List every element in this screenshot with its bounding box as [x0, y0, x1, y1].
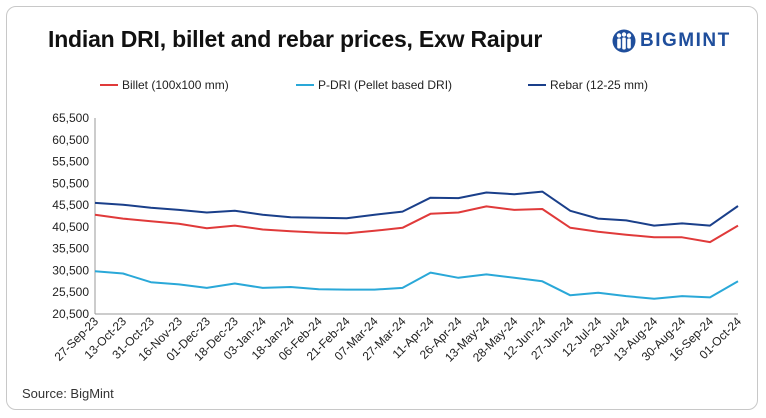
y-tick-label: 25,500 — [52, 285, 89, 299]
legend-label-pdri: P-DRI (Pellet based DRI) — [318, 78, 453, 92]
legend-item-pdri: P-DRI (Pellet based DRI) — [296, 78, 528, 92]
y-tick-label: 60,500 — [52, 133, 89, 147]
series-lines — [94, 190, 739, 300]
source-note: Source: BigMint — [22, 386, 114, 401]
logo-people-icon — [612, 29, 636, 53]
y-tick-label: 35,500 — [52, 242, 89, 256]
y-tick-label: 55,500 — [52, 155, 89, 169]
chart-frame — [6, 6, 758, 410]
y-tick-label: 40,500 — [52, 220, 89, 234]
y-tick-label: 65,500 — [52, 111, 89, 125]
legend-swatch-rebar — [528, 84, 546, 86]
y-tick-label: 20,500 — [52, 307, 89, 321]
x-axis: 27-Sep-2313-Oct-2331-Oct-2316-Nov-2301-D… — [52, 313, 744, 365]
pdri-line — [94, 270, 739, 300]
y-axis: 65,500 60,500 55,500 50,500 45,500 40,500 35,5… — [52, 111, 96, 321]
y-tick-label: 50,500 — [52, 176, 89, 190]
legend-label-billet: Billet (100x100 mm) — [122, 78, 229, 92]
legend-swatch-billet — [100, 84, 118, 86]
legend-item-rebar: Rebar (12-25 mm) — [528, 78, 648, 92]
billet-line — [94, 205, 739, 244]
chart-title: Indian DRI, billet and rebar prices, Exw… — [48, 26, 543, 52]
y-tick-label: 45,500 — [52, 198, 89, 212]
legend-item-billet: Billet (100x100 mm) — [100, 78, 296, 92]
logo-text: BIGMINT — [640, 30, 731, 51]
rebar-line — [94, 190, 739, 227]
legend-label-rebar: Rebar (12-25 mm) — [550, 78, 649, 92]
y-tick-label: 30,500 — [52, 263, 89, 277]
bigmint-logo: BIGMINT — [612, 26, 731, 56]
legend-swatch-pdri — [296, 84, 314, 86]
chart-legend: Billet (100x100 mm) P-DRI (Pellet based … — [100, 78, 648, 92]
